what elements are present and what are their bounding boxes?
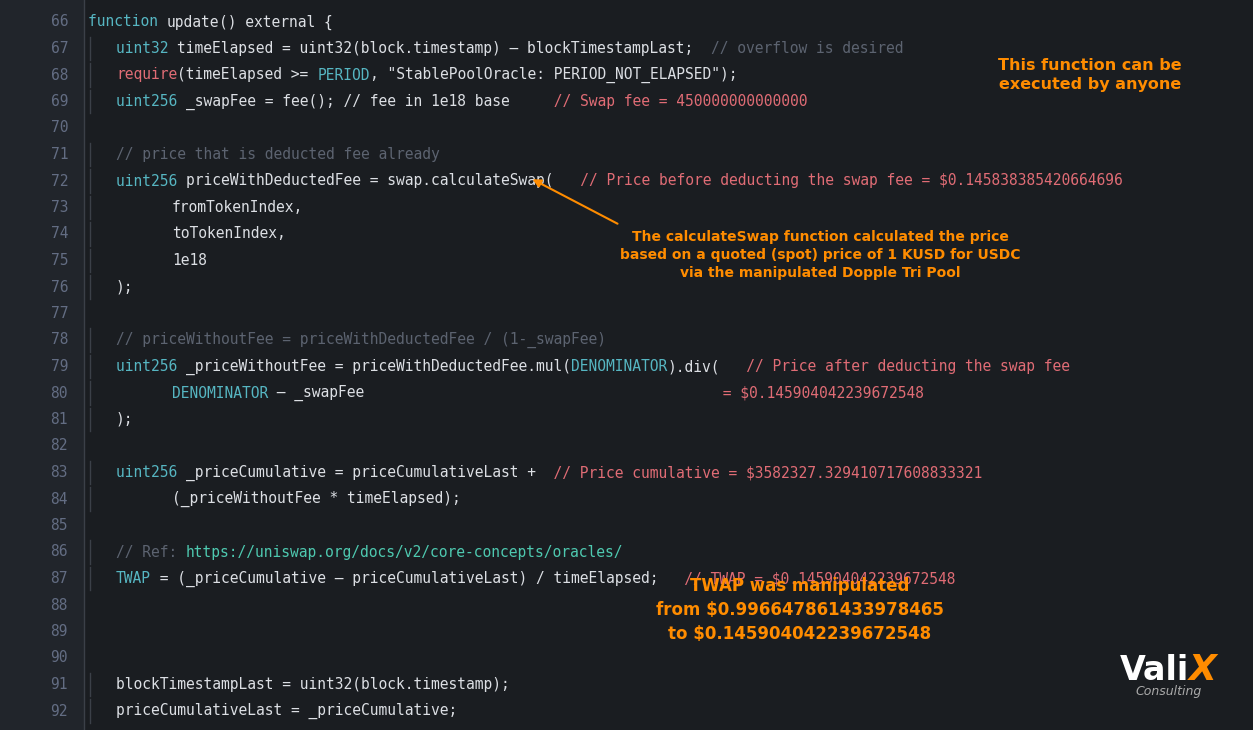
Text: 80: 80 [50, 385, 68, 401]
Text: DENOMINATOR: DENOMINATOR [172, 385, 268, 401]
Text: require: require [117, 67, 177, 82]
Text: 83: 83 [50, 465, 68, 480]
Text: uint256: uint256 [117, 94, 185, 109]
Text: 72: 72 [50, 174, 68, 188]
Bar [0, 0, 84, 730]
Text: 92: 92 [50, 704, 68, 718]
Text: , "StablePoolOracle: PERIOD_NOT_ELAPSED");: , "StablePoolOracle: PERIOD_NOT_ELAPSED"… [370, 67, 737, 83]
Text: // Ref:: // Ref: [117, 545, 185, 559]
Text: DENOMINATOR: DENOMINATOR [571, 359, 668, 374]
Text: // Price before deducting the swap fee = $0.145838385420664696: // Price before deducting the swap fee =… [554, 174, 1123, 188]
Text: 74: 74 [50, 226, 68, 242]
Text: 79: 79 [50, 359, 68, 374]
Text: );: ); [117, 412, 134, 427]
Text: This function can be
executed by anyone: This function can be executed by anyone [999, 58, 1182, 93]
Text: 86: 86 [50, 545, 68, 559]
Text: // price that is deducted fee already: // price that is deducted fee already [117, 147, 440, 162]
Text: _priceWithoutFee = priceWithDeductedFee.mul(: _priceWithoutFee = priceWithDeductedFee.… [185, 358, 571, 374]
Text: 85: 85 [50, 518, 68, 533]
Text: uint256: uint256 [117, 465, 185, 480]
Text: fromTokenIndex,: fromTokenIndex, [172, 200, 303, 215]
Text: ).div(: ).div( [668, 359, 719, 374]
Text: priceWithDeductedFee = swap.calculateSwap(: priceWithDeductedFee = swap.calculateSwa… [185, 174, 554, 188]
Text: // Swap fee = 450000000000000: // Swap fee = 450000000000000 [510, 94, 807, 109]
Text: 88: 88 [50, 597, 68, 612]
Text: 75: 75 [50, 253, 68, 268]
Text: (_priceWithoutFee * timeElapsed);: (_priceWithoutFee * timeElapsed); [172, 491, 461, 507]
Text: priceCumulativeLast = _priceCumulative;: priceCumulativeLast = _priceCumulative; [117, 703, 457, 719]
Text: _swapFee = fee(); // fee in 1e18 base: _swapFee = fee(); // fee in 1e18 base [185, 93, 510, 110]
Text: toTokenIndex,: toTokenIndex, [172, 226, 286, 242]
Text: 78: 78 [50, 332, 68, 347]
Text: X: X [1189, 653, 1217, 687]
Text: _priceCumulative = priceCumulativeLast +: _priceCumulative = priceCumulativeLast + [185, 464, 536, 480]
Text: = (_priceCumulative – priceCumulativeLast) / timeElapsed;: = (_priceCumulative – priceCumulativeLas… [152, 570, 659, 587]
Text: – _swapFee: – _swapFee [268, 385, 365, 401]
Text: https://uniswap.org/docs/v2/core-concepts/oracles/: https://uniswap.org/docs/v2/core-concept… [185, 545, 624, 559]
Text: () external {: () external { [219, 15, 333, 30]
Text: timeElapsed = uint32(block.timestamp) – blockTimestampLast;: timeElapsed = uint32(block.timestamp) – … [177, 41, 710, 56]
Text: uint32: uint32 [117, 41, 177, 56]
Text: = $0.145904042239672548: = $0.145904042239672548 [365, 385, 925, 401]
Text: // priceWithoutFee = priceWithDeductedFee / (1-_swapFee): // priceWithoutFee = priceWithDeductedFe… [117, 332, 606, 348]
Text: The calculateSwap function calculated the price
based on a quoted (spot) price o: The calculateSwap function calculated th… [620, 230, 1020, 280]
Text: // Price after deducting the swap fee: // Price after deducting the swap fee [719, 359, 1070, 374]
Text: Consulting: Consulting [1135, 685, 1202, 699]
Text: 81: 81 [50, 412, 68, 427]
Text: 82: 82 [50, 439, 68, 453]
Text: // Price cumulative = $3582327.329410717608833321: // Price cumulative = $3582327.329410717… [536, 465, 982, 480]
Text: TWAP: TWAP [117, 571, 152, 586]
Text: );: ); [117, 280, 134, 294]
Text: 66: 66 [50, 15, 68, 29]
Text: 89: 89 [50, 624, 68, 639]
Text: uint256: uint256 [117, 174, 185, 188]
Text: 90: 90 [50, 650, 68, 666]
Text: Vali: Vali [1120, 653, 1189, 686]
Text: // TWAP = $0.145904042239672548: // TWAP = $0.145904042239672548 [659, 571, 956, 586]
Text: uint256: uint256 [117, 359, 185, 374]
Text: // overflow is desired: // overflow is desired [710, 41, 903, 56]
Text: 1e18: 1e18 [172, 253, 207, 268]
Text: 67: 67 [50, 41, 68, 56]
Text: 76: 76 [50, 280, 68, 294]
Text: (timeElapsed >=: (timeElapsed >= [177, 67, 317, 82]
Text: 87: 87 [50, 571, 68, 586]
Text: 71: 71 [50, 147, 68, 162]
Text: TWAP was manipulated
from $0.996647861433978465
to $0.145904042239672548: TWAP was manipulated from $0.99664786143… [657, 577, 944, 642]
Text: PERIOD: PERIOD [317, 67, 370, 82]
Text: 84: 84 [50, 491, 68, 507]
Text: 73: 73 [50, 200, 68, 215]
Text: 70: 70 [50, 120, 68, 136]
Text: blockTimestampLast = uint32(block.timestamp);: blockTimestampLast = uint32(block.timest… [117, 677, 510, 692]
Text: update: update [167, 15, 219, 29]
Text: 69: 69 [50, 94, 68, 109]
Text: function: function [88, 15, 167, 29]
Text: 77: 77 [50, 306, 68, 321]
Text: 68: 68 [50, 67, 68, 82]
Text: 91: 91 [50, 677, 68, 692]
